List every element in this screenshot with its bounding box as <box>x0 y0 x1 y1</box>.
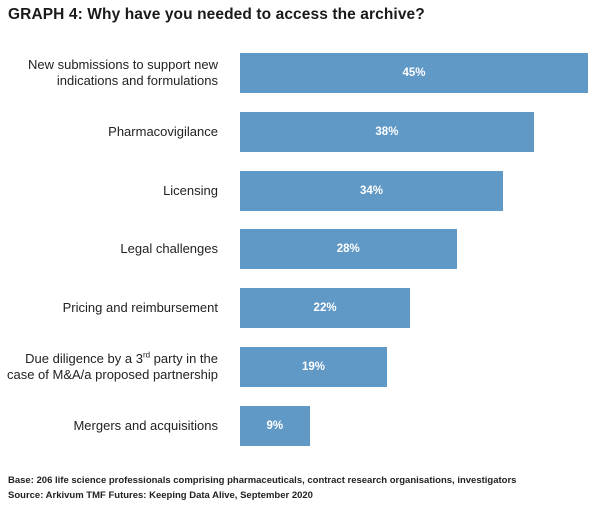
bar: 22% <box>240 288 411 329</box>
category-label: Pharmacovigilance <box>108 123 218 139</box>
bar-value-label: 45% <box>402 67 426 79</box>
bar: 9% <box>240 405 310 446</box>
source-footnote: Source: Arkivum TMF Futures: Keeping Dat… <box>8 490 313 501</box>
category-label: New submissions to support new indicatio… <box>27 57 218 88</box>
bar-value-label: 9% <box>266 419 284 432</box>
category-label: Licensing <box>163 182 218 198</box>
bar-value-label: 38% <box>375 125 399 138</box>
category-label: Due diligence by a 3rd party in the case… <box>6 350 218 382</box>
bar: 19% <box>240 347 387 387</box>
bar-value-label: 19% <box>301 361 325 373</box>
bar: 28% <box>240 229 457 270</box>
bar-value-label: 34% <box>359 184 383 197</box>
bar-value-label: 28% <box>336 243 360 256</box>
chart-title: GRAPH 4: Why have you needed to access t… <box>8 6 425 23</box>
category-label: Pricing and reimbursement <box>62 300 218 316</box>
bar: 38% <box>240 111 534 152</box>
category-label: Mergers and acquisitions <box>73 417 218 433</box>
bar: 34% <box>240 170 503 211</box>
base-footnote: Base: 206 life science professionals com… <box>8 475 517 486</box>
category-label: Legal challenges <box>120 241 218 257</box>
bar-value-label: 22% <box>313 302 337 315</box>
bar: 45% <box>240 53 588 93</box>
